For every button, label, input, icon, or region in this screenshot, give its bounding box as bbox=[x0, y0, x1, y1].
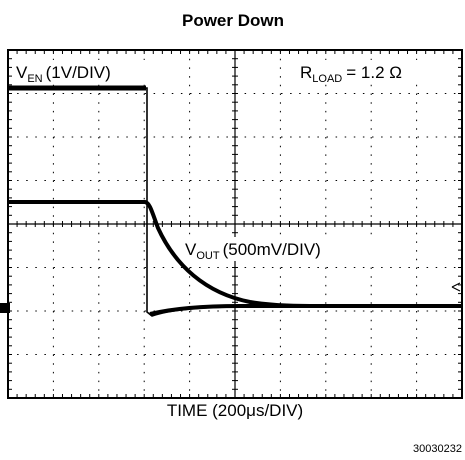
load-symbol: R bbox=[300, 63, 312, 82]
vout-subscript: OUT bbox=[196, 250, 220, 262]
ven-symbol: V bbox=[16, 63, 28, 82]
screen-border bbox=[7, 49, 463, 399]
label-bg bbox=[298, 60, 458, 84]
load-label: RLOAD = 1.2 Ω bbox=[300, 63, 402, 85]
scope-grid bbox=[8, 50, 462, 398]
ven-label: VEN (1V/DIV) bbox=[16, 63, 111, 85]
figure-id: 30030232 bbox=[413, 443, 462, 455]
trigger-arrow bbox=[451, 282, 461, 292]
vout-symbol: V bbox=[185, 240, 197, 259]
vout-scale: (500mV/DIV) bbox=[223, 240, 321, 259]
load-value: = 1.2 Ω bbox=[346, 63, 402, 82]
load-subscript: LOAD bbox=[312, 73, 342, 85]
vout-label: VOUT (500mV/DIV) bbox=[185, 240, 321, 262]
x-axis-label: TIME (200μs/DIV) bbox=[167, 401, 303, 420]
label-bg bbox=[14, 60, 164, 84]
ven-subscript: EN bbox=[27, 73, 42, 85]
ground-marker bbox=[0, 303, 10, 313]
ven-scale: (1V/DIV) bbox=[46, 63, 111, 82]
ven-low-trace bbox=[149, 304, 462, 316]
label-bg bbox=[183, 237, 373, 261]
vout-trace bbox=[8, 200, 321, 308]
figure-title: Power Down bbox=[182, 11, 284, 30]
